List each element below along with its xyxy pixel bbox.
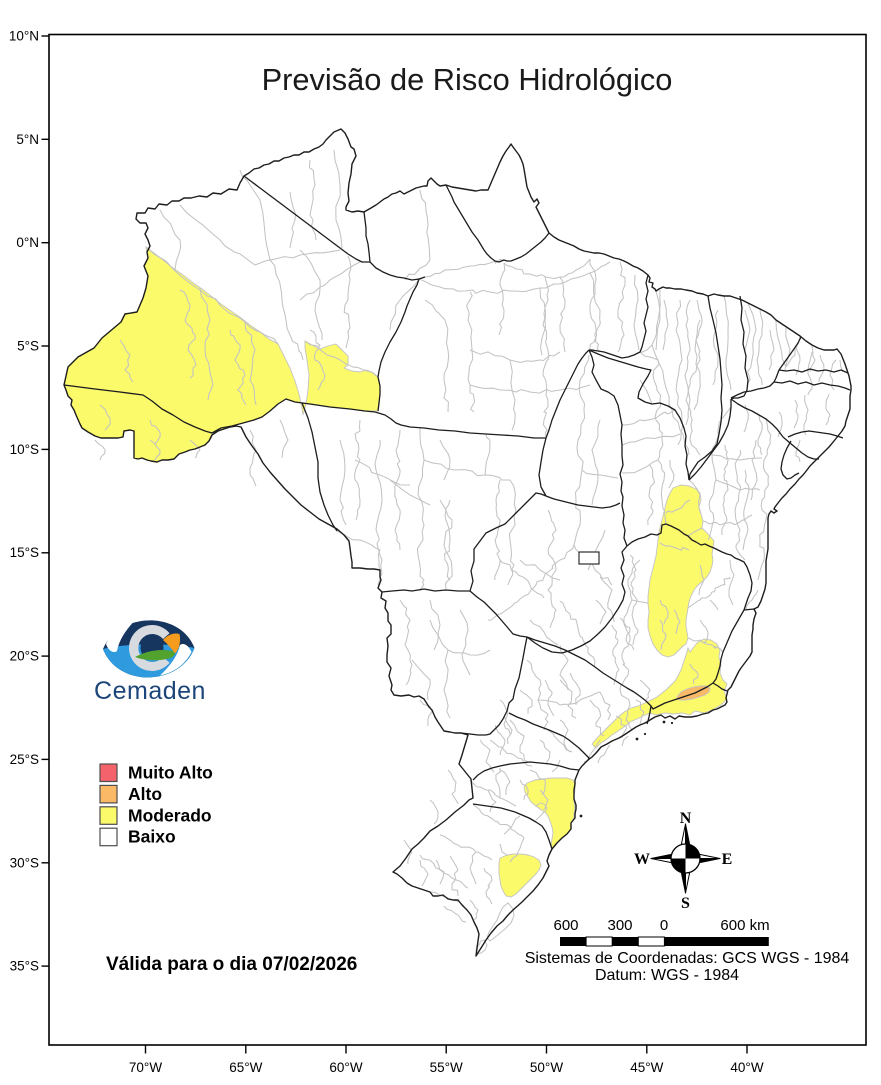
svg-text:Baixo: Baixo	[128, 827, 176, 847]
svg-text:30°S: 30°S	[10, 855, 39, 870]
svg-text:E: E	[722, 851, 733, 868]
svg-text:45°W: 45°W	[630, 1060, 663, 1075]
svg-text:W: W	[634, 851, 650, 868]
svg-text:Moderado: Moderado	[128, 805, 212, 825]
svg-text:600 km: 600 km	[720, 917, 769, 934]
svg-text:50°W: 50°W	[530, 1060, 563, 1075]
svg-text:Cemaden: Cemaden	[94, 677, 206, 705]
svg-text:10°S: 10°S	[10, 442, 39, 457]
svg-text:20°S: 20°S	[10, 649, 39, 664]
svg-text:10°N: 10°N	[9, 29, 39, 44]
svg-text:60°W: 60°W	[329, 1060, 362, 1075]
svg-text:0: 0	[660, 917, 668, 934]
svg-text:N: N	[680, 810, 692, 827]
svg-text:25°S: 25°S	[10, 752, 39, 767]
svg-text:15°S: 15°S	[10, 545, 39, 560]
svg-text:70°W: 70°W	[129, 1060, 162, 1075]
svg-text:65°W: 65°W	[229, 1060, 262, 1075]
svg-text:5°S: 5°S	[17, 339, 39, 354]
svg-text:5°N: 5°N	[16, 132, 39, 147]
svg-text:Alto: Alto	[128, 784, 162, 804]
svg-text:35°S: 35°S	[10, 959, 39, 974]
svg-text:Previsão de Risco Hidrológico: Previsão de Risco Hidrológico	[262, 62, 673, 97]
svg-text:600: 600	[553, 917, 578, 934]
svg-text:300: 300	[607, 917, 632, 934]
svg-text:Válida para o dia 07/02/2026: Válida para o dia 07/02/2026	[106, 954, 357, 975]
svg-text:S: S	[681, 895, 690, 912]
svg-text:Datum: WGS - 1984: Datum: WGS - 1984	[595, 967, 739, 984]
svg-text:0°N: 0°N	[16, 235, 39, 250]
svg-text:Muito Alto: Muito Alto	[128, 763, 213, 783]
svg-text:Sistemas de Coordenadas: GCS W: Sistemas de Coordenadas: GCS WGS - 1984	[525, 950, 850, 967]
svg-text:40°W: 40°W	[730, 1060, 763, 1075]
svg-text:55°W: 55°W	[430, 1060, 463, 1075]
